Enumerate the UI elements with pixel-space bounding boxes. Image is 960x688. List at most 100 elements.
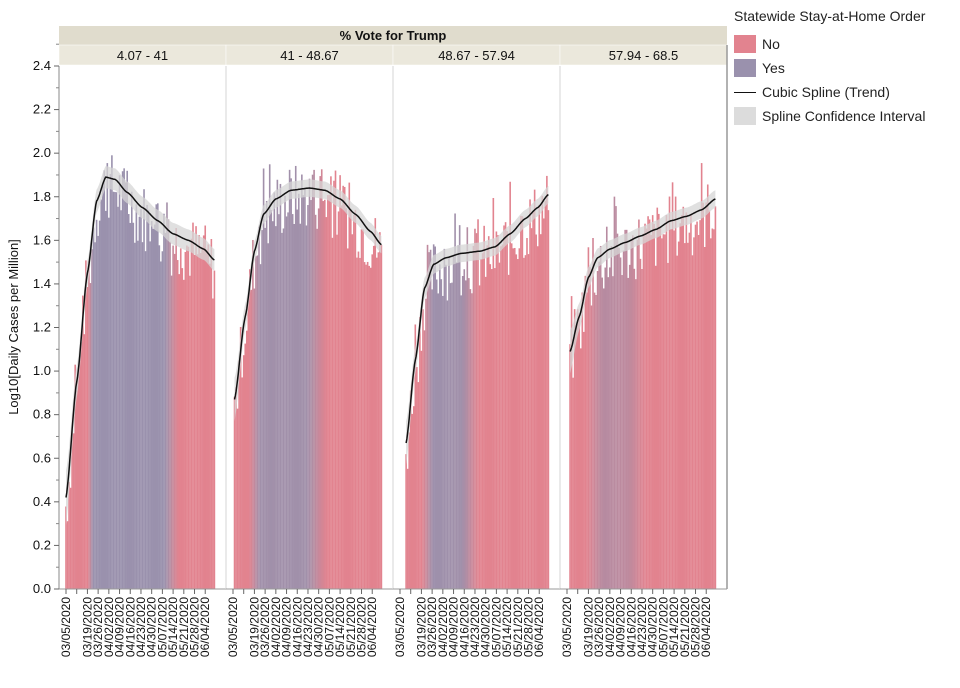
bar [339, 175, 341, 589]
bar [584, 275, 587, 589]
bar [613, 196, 616, 589]
legend-item-spline: Cubic Spline (Trend) [734, 80, 925, 104]
bar [147, 209, 150, 589]
bar [691, 255, 694, 590]
x-tick-label: 06/04/2020 [699, 597, 713, 657]
bar [631, 235, 634, 589]
bar [543, 218, 545, 590]
bar [654, 265, 657, 589]
bar [285, 216, 288, 589]
bar [411, 413, 414, 589]
y-tick-label: 2.0 [33, 145, 51, 160]
bar [291, 214, 294, 590]
bar [290, 178, 292, 589]
bar [244, 343, 247, 589]
bar [308, 178, 311, 589]
bar [250, 289, 253, 589]
bar [431, 289, 433, 589]
bar [601, 277, 603, 589]
bar [360, 229, 363, 589]
bar [483, 225, 485, 589]
bar [673, 230, 675, 589]
bar [178, 274, 181, 589]
bar [590, 305, 593, 589]
bar [365, 264, 367, 589]
bar [688, 232, 691, 589]
x-tick-label: 04/30/2020 [145, 597, 159, 657]
bar [149, 241, 151, 589]
bar [179, 248, 182, 590]
bar [201, 247, 203, 590]
bar [711, 228, 714, 589]
bar [438, 264, 441, 589]
legend: Statewide Stay-at-Home Order No Yes Cubi… [734, 8, 925, 128]
x-tick-label: 03/19/2020 [414, 597, 428, 657]
bar [167, 219, 170, 589]
bar [155, 204, 158, 589]
bar [684, 243, 686, 589]
bar [170, 275, 173, 589]
bar [449, 283, 452, 589]
bar [412, 406, 415, 589]
panel-label: 4.07 - 41 [117, 48, 168, 63]
bar [625, 229, 628, 589]
bar [239, 326, 242, 589]
x-tick-label: 03/26/2020 [592, 597, 606, 657]
bar [106, 163, 109, 589]
bar [342, 185, 344, 589]
bar [82, 295, 84, 589]
bar [252, 239, 254, 589]
bar [656, 207, 659, 590]
bar [492, 197, 495, 590]
bar [334, 170, 337, 590]
bar [264, 227, 266, 589]
bar [616, 233, 619, 589]
bar [539, 234, 542, 589]
x-tick-label: 05/14/2020 [667, 597, 681, 657]
bar [245, 330, 248, 589]
bar [97, 235, 99, 590]
bar [275, 226, 277, 589]
bar [618, 247, 620, 589]
bar [123, 168, 125, 589]
bar [481, 253, 484, 589]
bar [428, 252, 430, 589]
bar [256, 255, 259, 589]
bar [163, 213, 165, 589]
bar [85, 260, 87, 589]
bar [592, 237, 594, 590]
bar [160, 261, 162, 589]
bar [134, 242, 136, 590]
x-tick-label: 03/26/2020 [258, 597, 272, 657]
x-tick-label: 03/05/2020 [226, 597, 240, 657]
x-tick-label: 04/23/2020 [635, 597, 649, 657]
bar [362, 229, 364, 589]
bar [593, 292, 596, 589]
bar [405, 454, 407, 589]
y-tick-label: 1.2 [33, 320, 51, 335]
spline-trend-line [569, 198, 716, 352]
bar [414, 324, 417, 589]
bar [475, 233, 478, 590]
bar [610, 246, 613, 589]
bar [644, 223, 646, 589]
bar [420, 350, 423, 589]
x-tick-label: 04/30/2020 [646, 597, 660, 657]
bar [670, 229, 672, 589]
bar [708, 210, 711, 589]
bar [677, 241, 680, 589]
bar [173, 253, 176, 589]
bar [486, 245, 489, 589]
bar [487, 236, 490, 589]
bar [605, 226, 608, 589]
bar [662, 234, 665, 589]
bar [111, 155, 113, 589]
bar [369, 267, 372, 589]
x-tick-label: 04/02/2020 [603, 597, 617, 657]
bar [210, 239, 213, 589]
bar [696, 221, 698, 590]
bar [297, 193, 300, 589]
bar [199, 252, 202, 589]
bar [92, 227, 95, 589]
bar [645, 228, 648, 589]
